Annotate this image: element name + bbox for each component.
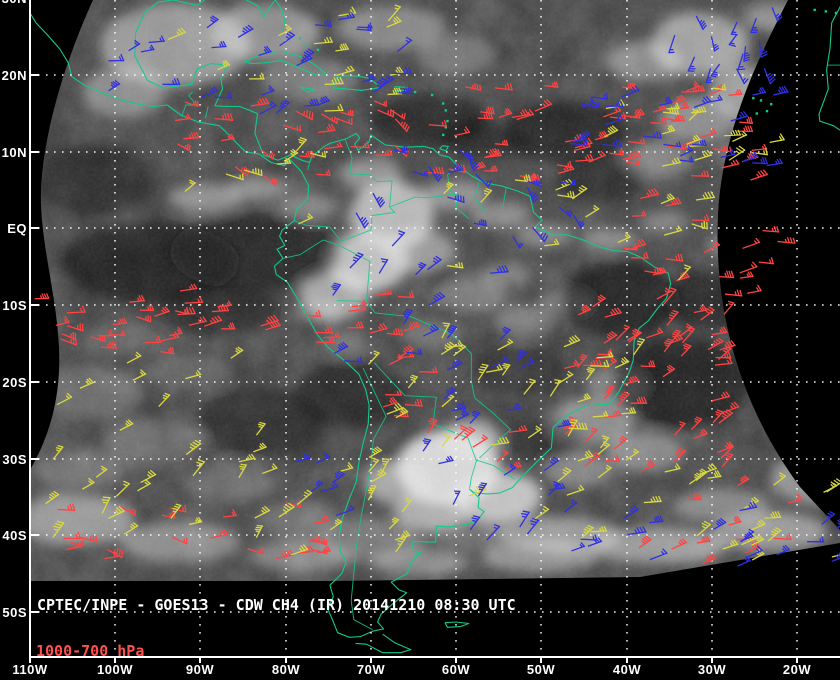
country-borders bbox=[181, 64, 840, 630]
wind-barbs bbox=[34, 4, 840, 567]
map-axes bbox=[29, 0, 840, 663]
island-markers bbox=[298, 8, 838, 137]
